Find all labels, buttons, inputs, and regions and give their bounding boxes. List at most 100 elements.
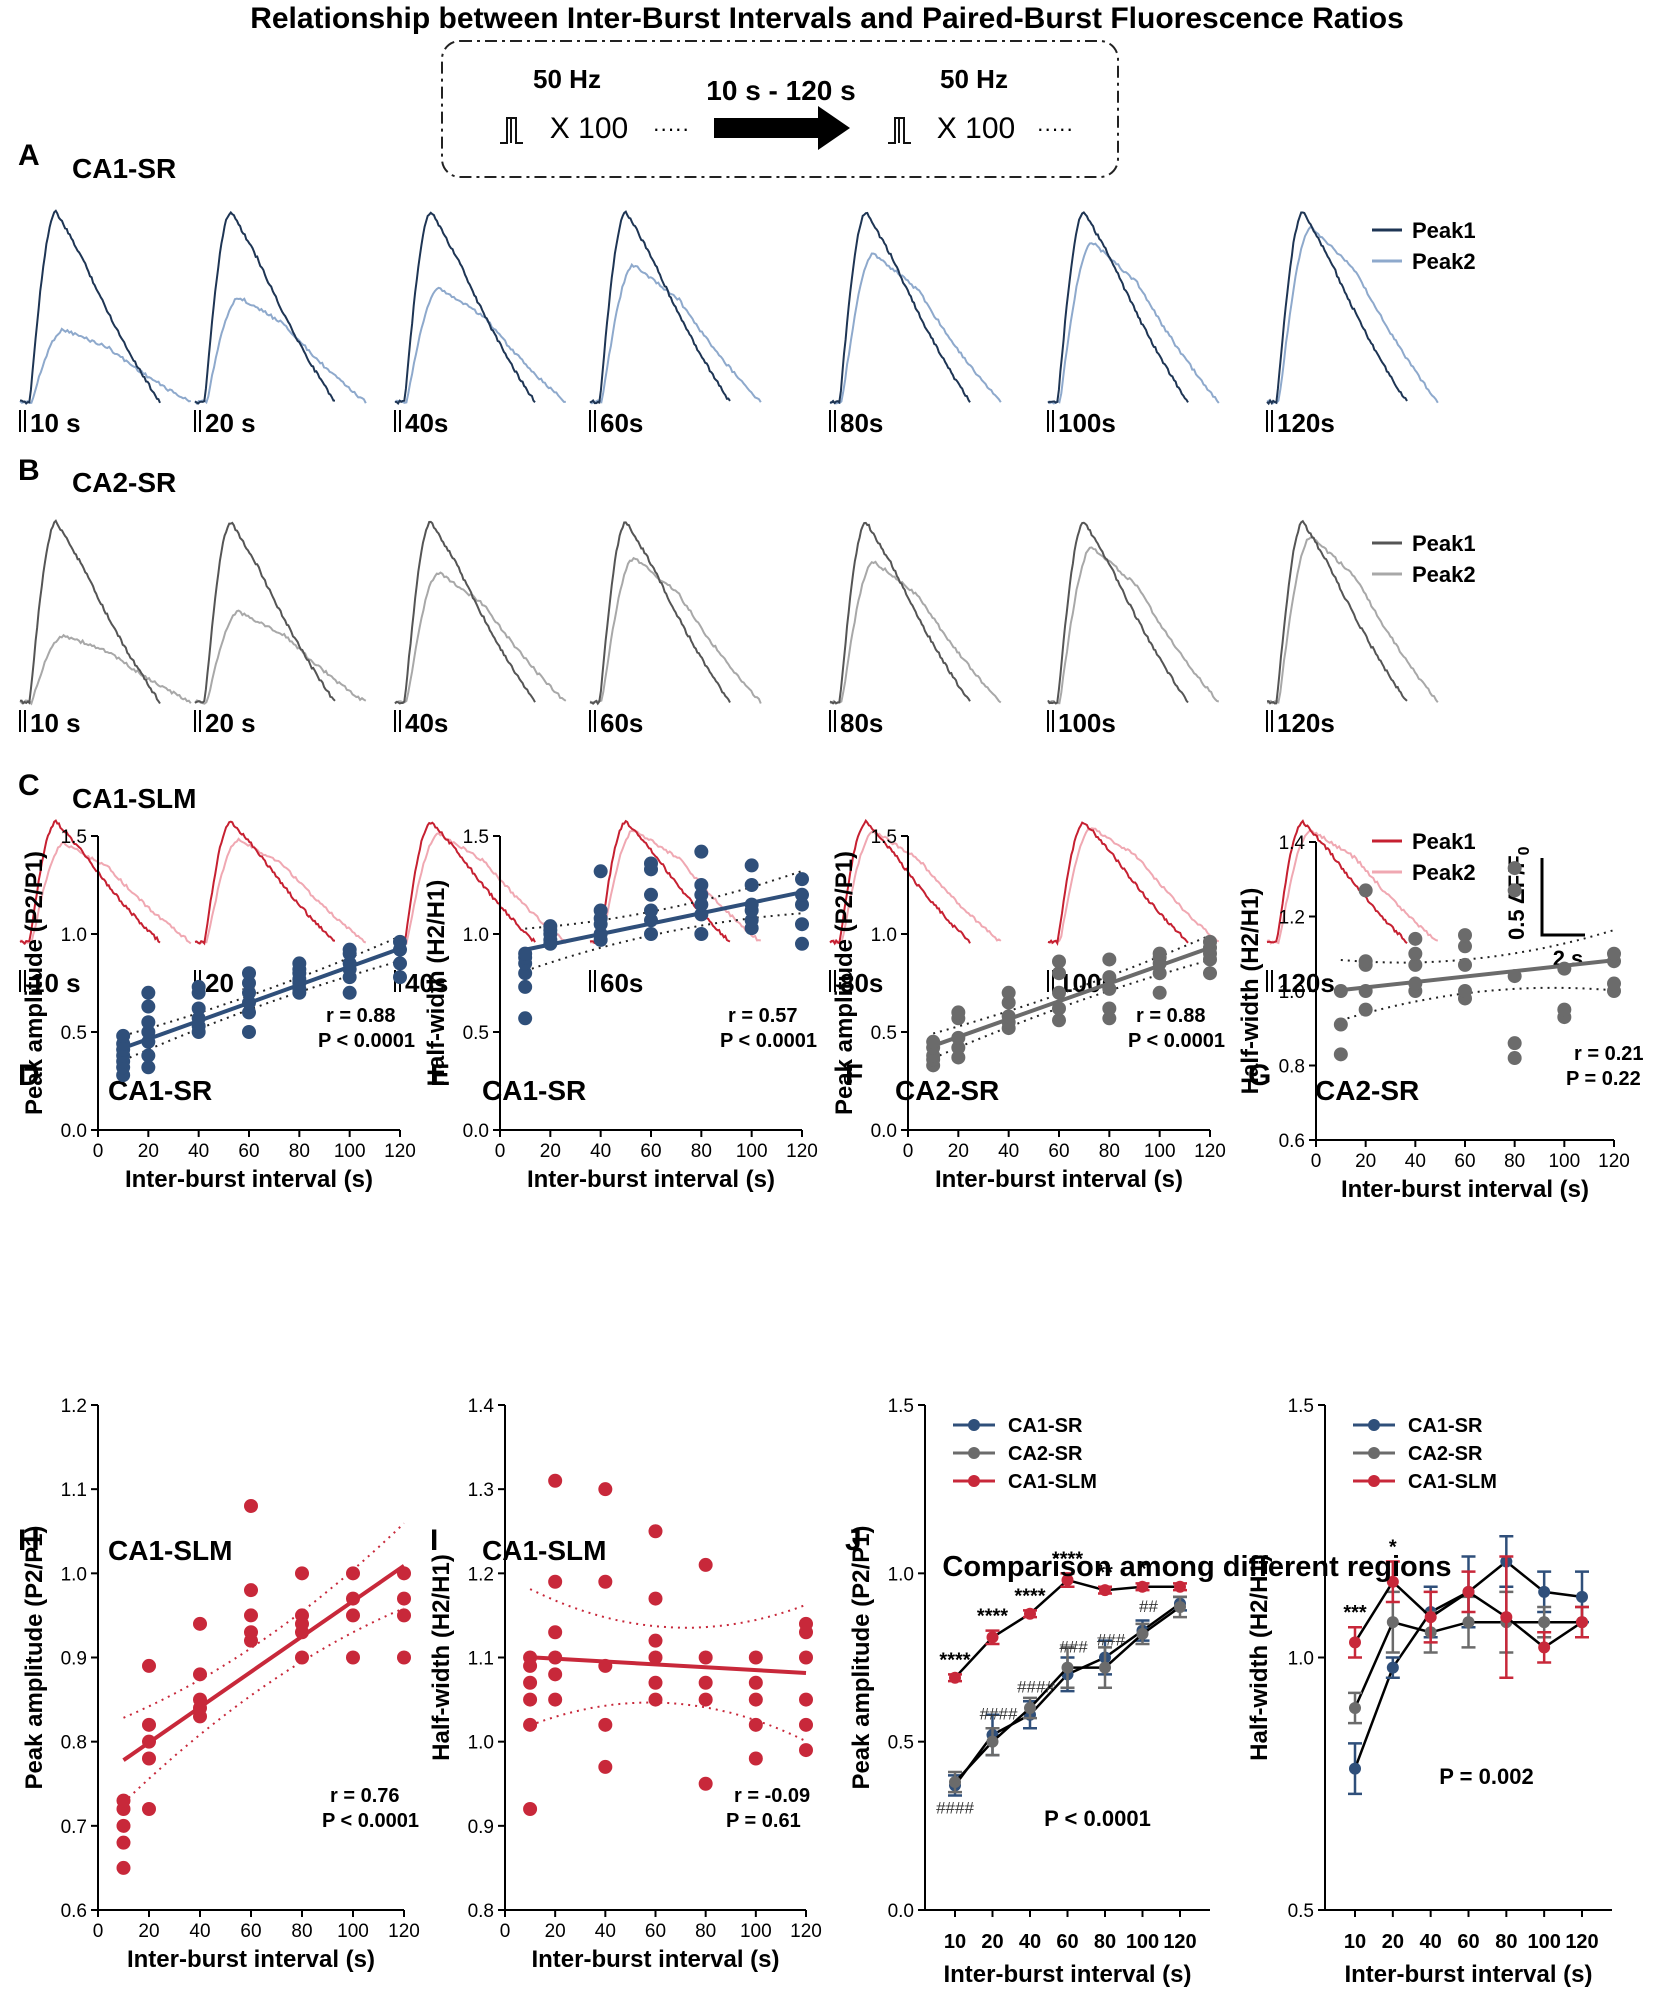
trace-peak1: [1266, 819, 1408, 944]
data-point: [1136, 1580, 1149, 1593]
y-tick-label: 0.5: [1288, 1901, 1314, 1922]
data-point: [1358, 883, 1373, 898]
trace-peak2: [829, 252, 1002, 405]
data-point: [648, 1650, 663, 1665]
data-point: [397, 1650, 411, 1665]
data-point: [748, 1692, 763, 1707]
data-point: [548, 1650, 563, 1665]
x-tick-label: 120: [1194, 1141, 1226, 1162]
data-point: [799, 1616, 813, 1631]
trace-peak1: [194, 210, 336, 405]
stat-r: r = 0.76: [330, 1785, 400, 1807]
data-point: [191, 1011, 206, 1026]
data-point: [548, 1625, 563, 1640]
data-point: [548, 1667, 563, 1682]
chart-title: CA2-SR: [895, 1075, 999, 1106]
data-point: [951, 1040, 966, 1055]
data-point: [142, 1658, 156, 1673]
interval-label: 60s: [600, 708, 643, 738]
panel-letter: E: [430, 1059, 450, 1092]
legend-label-peak2: Peak2: [1412, 249, 1476, 274]
y-tick-label: 0.9: [468, 1817, 494, 1838]
data-point: [1500, 1611, 1513, 1624]
panel-letter: D: [18, 1059, 40, 1092]
data-point: [648, 1675, 663, 1690]
stim-marker-icon: [19, 970, 26, 992]
data-point: [142, 1717, 156, 1732]
legend-label-peak2: Peak2: [1412, 860, 1476, 885]
trace-peak1: [589, 210, 731, 405]
data-point: [292, 956, 307, 971]
x-tick-label: 120: [790, 1921, 822, 1942]
interval-label: 40s: [405, 408, 448, 438]
data-point: [926, 1034, 941, 1049]
significance-hash: ####: [1017, 1678, 1055, 1697]
interval-label: 100s: [1058, 408, 1116, 438]
stim-marker-icon: [829, 970, 836, 992]
interval-label: 60s: [600, 408, 643, 438]
data-point: [694, 887, 709, 902]
trace-peak2: [1047, 242, 1220, 405]
x-tick-label: 100: [337, 1921, 369, 1942]
legend-label: CA1-SR: [1008, 1415, 1083, 1437]
panel-letter: A: [18, 139, 40, 172]
interval-label: 80s: [840, 708, 883, 738]
chart-f: F CA2-SR 0.0 0.5 1.0 1.5 0 20 40 60 80 100 120 Inter-…: [831, 827, 1226, 1193]
data-point: [244, 1583, 258, 1598]
data-point: [141, 1060, 156, 1075]
data-point: [1061, 1661, 1074, 1674]
x-tick-label: 40: [1420, 1931, 1442, 1953]
data-point: [593, 864, 608, 879]
stat-p: P < 0.0001: [1128, 1030, 1225, 1052]
trace-peak1: [1047, 211, 1189, 404]
data-point: [698, 1557, 713, 1572]
data-point: [1099, 1661, 1111, 1674]
data-point: [548, 1692, 563, 1707]
interval-label: 120s: [1277, 408, 1335, 438]
data-point: [1358, 1002, 1373, 1017]
legend-marker: [1368, 1419, 1380, 1431]
data-point: [1152, 946, 1167, 961]
data-point: [242, 995, 256, 1010]
legend-marker: [968, 1419, 980, 1431]
y-axis-label: Peak amplitude (P2/P1): [848, 1525, 875, 1789]
data-point: [1174, 1601, 1186, 1613]
data-point: [694, 907, 709, 922]
data-point: [648, 1692, 663, 1707]
y-tick-label: 0.6: [1279, 1131, 1305, 1152]
stat-r: r = 0.21: [1574, 1043, 1644, 1065]
y-tick-label: 1.4: [1279, 833, 1306, 854]
data-point: [1424, 1611, 1437, 1624]
trace-peak1: [194, 820, 335, 946]
data-point: [518, 1011, 533, 1026]
data-point: [1152, 966, 1167, 981]
data-point: [748, 1751, 763, 1766]
significance-hash: ####: [936, 1798, 974, 1817]
x-axis-label: Inter-burst interval (s): [1344, 1961, 1592, 1988]
panel-letter: G: [1248, 1059, 1271, 1092]
data-point: [1333, 984, 1348, 998]
panel-region-label: CA1-SR: [72, 153, 176, 184]
x-tick-label: 60: [1457, 1931, 1479, 1953]
y-tick-label: 0.0: [888, 1901, 914, 1922]
protocol-freq-1: 50 Hz: [533, 64, 601, 94]
significance-star: ****: [1014, 1585, 1045, 1607]
x-tick-label: 40: [188, 1141, 209, 1162]
protocol-repeat-2: X 100: [937, 112, 1015, 145]
data-point: [1408, 957, 1423, 972]
significance-hash: ###: [1097, 1631, 1126, 1650]
data-point: [1576, 1590, 1588, 1603]
data-point: [346, 1566, 360, 1581]
data-point: [1507, 1036, 1522, 1051]
chart-j2: 0.5 1.0 1.5 10 20 40 60 80 100 120 Inter-burst int…: [1246, 1396, 1612, 1988]
x-tick-label: 20: [1355, 1151, 1376, 1172]
trace-peak2: [589, 262, 762, 405]
fit-line: [122, 1564, 406, 1762]
data-point: [744, 878, 759, 892]
x-tick-label: 0: [495, 1141, 506, 1162]
trace-peak1: [829, 521, 971, 705]
data-point: [598, 1574, 613, 1589]
data-point: [1607, 946, 1621, 961]
stat-p: P = 0.61: [726, 1810, 801, 1832]
data-point: [1557, 961, 1572, 976]
